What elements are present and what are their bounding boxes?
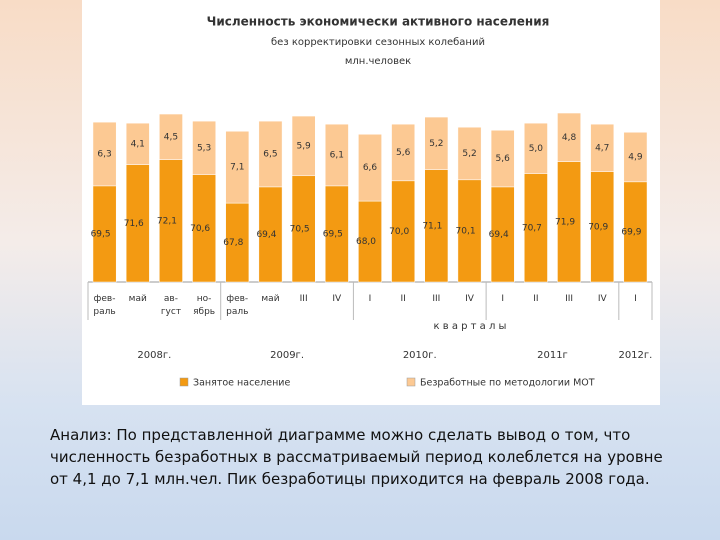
x-tick-label: III <box>299 294 308 304</box>
bar-segment <box>358 134 382 202</box>
value-label: 69,9 <box>621 227 641 237</box>
bar-segment <box>192 120 216 176</box>
x-tick-label: IV <box>465 294 474 304</box>
x-tick-label: фев- раль <box>93 294 116 317</box>
bar-segment <box>590 123 615 172</box>
chart-subtitle: без корректировки сезонных колебаний <box>271 37 485 48</box>
value-label: 68,0 <box>356 237 376 247</box>
year-label: 2011г <box>537 350 568 361</box>
value-label: 5,2 <box>429 139 443 149</box>
bar-segment <box>524 122 548 174</box>
year-label: 2009г. <box>270 350 304 361</box>
value-label: 6,3 <box>97 150 111 160</box>
x-tick-label: II <box>533 294 539 304</box>
value-label: 6,6 <box>363 163 378 173</box>
value-label: 69,5 <box>323 229 343 239</box>
x-tick-label: I <box>501 294 505 304</box>
bar-segment <box>258 120 283 188</box>
value-label: 70,9 <box>588 222 608 232</box>
value-label: 5,0 <box>529 144 544 154</box>
bar-segment <box>324 123 349 187</box>
value-label: 71,6 <box>124 219 144 229</box>
year-label: 2008г. <box>137 350 171 361</box>
legend-swatch <box>179 377 189 387</box>
value-label: 5,9 <box>296 141 311 151</box>
value-label: 5,6 <box>396 148 411 158</box>
x-tick-label: май <box>128 294 147 304</box>
x-tick-label: но- ябрь <box>193 294 216 317</box>
bar-segment <box>557 112 581 162</box>
x-tick-label: IV <box>597 294 607 304</box>
value-label: 70,0 <box>389 227 409 237</box>
x-axis-label: к в а р т а л ы <box>434 321 507 332</box>
unit-label: млн.человек <box>345 56 411 67</box>
x-tick-label: III <box>432 294 441 304</box>
value-label: 69,4 <box>489 230 509 240</box>
value-label: 6,5 <box>263 150 277 160</box>
year-label: 2012г. <box>618 350 652 361</box>
x-tick-label: ав- густ <box>160 294 182 317</box>
value-label: 4,9 <box>628 153 643 163</box>
value-label: 70,1 <box>456 226 476 236</box>
value-label: 7,1 <box>230 163 244 173</box>
value-label: 5,2 <box>462 149 476 159</box>
bar-segment <box>125 122 150 165</box>
bar-segment <box>457 126 482 181</box>
value-label: 4,1 <box>131 139 145 149</box>
year-label: 2010г. <box>403 350 437 361</box>
value-label: 4,8 <box>562 133 577 143</box>
legend-label: Безработные по методологии МОТ <box>420 378 595 389</box>
value-label: 6,1 <box>330 151 344 161</box>
x-tick-label: фев- раль <box>226 294 249 317</box>
x-tick-label: I <box>368 294 372 304</box>
bar-segment <box>424 116 449 170</box>
bar-segment <box>291 115 316 177</box>
bar-segment <box>225 130 250 204</box>
bar-segment <box>391 123 416 182</box>
value-label: 4,7 <box>595 143 609 153</box>
x-tick-label: III <box>565 294 574 304</box>
legend-label: Занятое население <box>193 378 290 389</box>
value-label: 69,5 <box>91 229 111 239</box>
value-label: 70,7 <box>522 223 542 233</box>
value-label: 69,4 <box>256 230 276 240</box>
value-label: 71,1 <box>422 221 442 231</box>
legend-swatch <box>406 377 416 387</box>
value-label: 67,8 <box>223 238 243 248</box>
value-label: 5,3 <box>197 143 211 153</box>
analysis-text: Анализ: По представленной диаграмме можн… <box>50 426 663 488</box>
value-label: 5,6 <box>496 154 511 164</box>
x-tick-label: май <box>261 294 280 304</box>
value-label: 70,5 <box>290 224 310 234</box>
x-tick-label: IV <box>332 294 342 304</box>
x-tick-label: II <box>400 294 406 304</box>
value-label: 4,5 <box>164 132 178 142</box>
value-label: 71,9 <box>555 217 575 227</box>
bar-segment <box>490 129 515 188</box>
bar-segment <box>623 132 648 183</box>
x-tick-label: I <box>634 294 637 304</box>
value-label: 72,1 <box>157 216 177 226</box>
bar-segment <box>159 113 183 160</box>
value-label: 70,6 <box>190 224 210 234</box>
chart-title: Численность экономически активного насел… <box>207 15 550 29</box>
bar-segment <box>92 121 117 187</box>
